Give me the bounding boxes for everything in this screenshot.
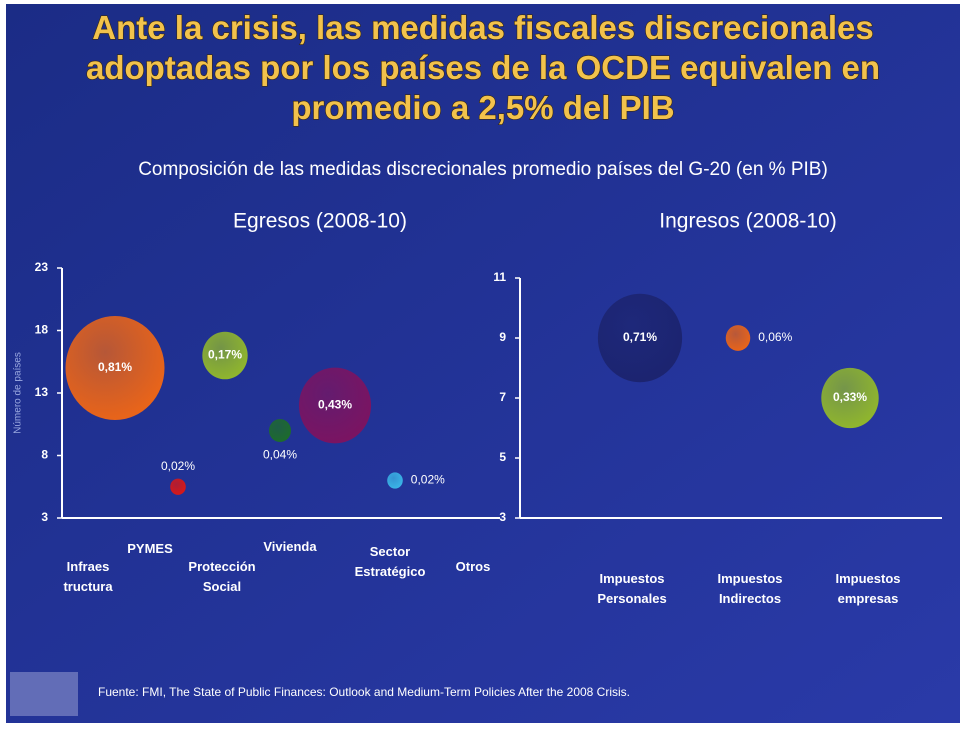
source: Fuente: FMI, The State of Public Finance… <box>98 685 630 699</box>
x-tick-label: Otros <box>456 559 491 574</box>
slide-title: Ante la crisis, las medidas fiscales dis… <box>86 9 880 126</box>
y-tick-label: 9 <box>499 330 506 344</box>
x-tick-label: Protección Social <box>188 559 255 594</box>
data-label: 0,43% <box>318 398 352 412</box>
bubble <box>821 367 879 429</box>
data-label: 0,17% <box>208 348 242 362</box>
y-tick-label: 3 <box>499 510 506 524</box>
y-tick-label: 5 <box>499 450 506 464</box>
x-tick-label: Vivienda <box>263 539 317 554</box>
x-tick-label: Impuestos Personales <box>597 571 666 606</box>
data-label: 0,06% <box>758 330 792 344</box>
y-tick-label: 11 <box>493 270 506 284</box>
x-tick-label: PYMES <box>127 541 173 556</box>
y-tick-label: 13 <box>35 385 49 399</box>
y-axis-label: Número de países <box>13 352 24 434</box>
background <box>6 4 960 723</box>
data-label: 0,81% <box>98 360 132 374</box>
x-tick-label: Impuestos Indirectos <box>717 571 782 606</box>
y-tick-label: 18 <box>35 323 49 337</box>
x-tick-label: Infraes tructura <box>63 559 113 594</box>
data-label: 0,33% <box>833 390 867 404</box>
logo <box>10 672 78 716</box>
bubble <box>725 325 751 351</box>
x-tick-label: Impuestos empresas <box>835 571 900 606</box>
y-tick-label: 23 <box>35 260 49 274</box>
y-tick-label: 8 <box>41 448 48 462</box>
y-tick-label: 3 <box>41 510 48 524</box>
chart-title: Ingresos (2008-10) <box>659 210 836 233</box>
bubble <box>387 472 403 489</box>
bubble <box>202 331 248 380</box>
bubble <box>597 293 683 383</box>
subtitle: Composición de las medidas discrecionale… <box>138 159 828 180</box>
bubble <box>65 316 165 420</box>
chart-title: Egresos (2008-10) <box>233 210 407 233</box>
bubble <box>170 478 186 495</box>
bubble <box>269 418 291 443</box>
bubble <box>298 367 372 444</box>
data-label: 0,02% <box>161 459 195 473</box>
y-tick-label: 7 <box>499 390 506 404</box>
x-tick-label: Sector Estratégico <box>355 544 426 579</box>
data-label: 0,71% <box>623 330 657 344</box>
data-label: 0,02% <box>411 473 445 487</box>
data-label: 0,04% <box>263 448 297 462</box>
